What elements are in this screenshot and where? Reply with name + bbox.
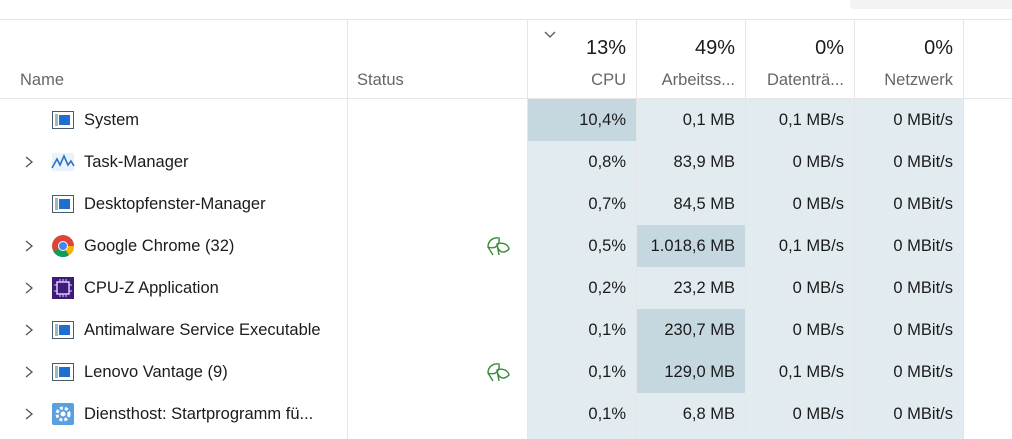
cell-value: 230,7 MB <box>664 321 735 339</box>
cell-value: 0 MB/s <box>792 279 844 297</box>
expand-arrow[interactable] <box>22 406 36 422</box>
cell-value: 0,1 MB/s <box>778 363 844 381</box>
efficiency-icon <box>485 235 511 257</box>
expand-arrow[interactable] <box>22 280 36 296</box>
cell-value: 129,0 MB <box>664 363 735 381</box>
top-border <box>0 19 1012 20</box>
cell-value: 0 MBit/s <box>893 195 953 213</box>
column-separator <box>636 20 637 439</box>
expand-arrow[interactable] <box>22 322 36 338</box>
cell-value: 23,2 MB <box>673 279 735 297</box>
expand-arrow[interactable] <box>22 364 36 380</box>
cell-value: 0,5% <box>588 237 626 255</box>
cell-value: 0,7% <box>588 195 626 213</box>
cell-value: 0 MBit/s <box>893 321 953 339</box>
column-separator <box>347 20 348 439</box>
column-separator <box>527 20 528 439</box>
cell-value: 10,4% <box>579 111 626 129</box>
column-percent[interactable]: 13% <box>585 37 626 59</box>
cell-value: 0,8% <box>588 153 626 171</box>
cell-value: 0,1% <box>588 363 626 381</box>
cell-value: 0 MBit/s <box>893 363 953 381</box>
process-icon <box>51 318 75 342</box>
column-background <box>528 99 636 439</box>
column-percent[interactable]: 0% <box>924 37 953 59</box>
highlight-cell <box>637 351 745 393</box>
cell-value: 0 MB/s <box>792 321 844 339</box>
cell-value: 0 MB/s <box>792 153 844 171</box>
process-name[interactable]: Task-Manager <box>84 153 189 171</box>
column-percent[interactable]: 0% <box>815 37 844 59</box>
process-name[interactable]: Lenovo Vantage (9) <box>84 363 228 381</box>
column-percent[interactable]: 49% <box>694 37 735 59</box>
highlight-cell <box>637 225 745 267</box>
process-name[interactable]: CPU-Z Application <box>84 279 219 297</box>
process-icon <box>51 402 75 426</box>
expand-arrow[interactable] <box>22 238 36 254</box>
cell-value: 0 MBit/s <box>893 111 953 129</box>
name-header[interactable]: Name <box>20 71 65 89</box>
process-name[interactable]: Google Chrome (32) <box>84 237 235 255</box>
process-icon <box>51 150 75 174</box>
cell-value: 1.018,6 MB <box>650 237 735 255</box>
cell-value: 0,1% <box>588 405 626 423</box>
column-label[interactable]: Datenträ... <box>766 71 844 89</box>
efficiency-icon <box>485 361 511 383</box>
cell-value: 0 MBit/s <box>893 153 953 171</box>
cell-value: 0,1% <box>588 321 626 339</box>
cell-value: 0 MBit/s <box>893 405 953 423</box>
process-icon <box>51 234 75 258</box>
process-name[interactable]: Desktopfenster-Manager <box>84 195 266 213</box>
highlight-cell <box>528 99 636 141</box>
search-box[interactable] <box>850 0 1012 9</box>
column-background <box>746 99 854 439</box>
cell-value: 0,2% <box>588 279 626 297</box>
header-border <box>0 98 1012 99</box>
cell-value: 6,8 MB <box>682 405 735 423</box>
column-background <box>855 99 963 439</box>
expand-arrow[interactable] <box>22 154 36 170</box>
cell-value: 0,1 MB/s <box>778 237 844 255</box>
process-name[interactable]: Diensthost: Startprogramm fü... <box>84 405 314 423</box>
process-icon <box>51 192 75 216</box>
cell-value: 0 MBit/s <box>893 237 953 255</box>
cell-value: 0 MB/s <box>792 195 844 213</box>
cell-value: 0,1 MB/s <box>778 111 844 129</box>
cell-value: 84,5 MB <box>673 195 735 213</box>
cell-value: 0 MB/s <box>792 405 844 423</box>
column-label[interactable]: Netzwerk <box>884 71 953 89</box>
column-separator <box>745 20 746 439</box>
column-separator <box>854 20 855 439</box>
sort-indicator <box>544 31 556 38</box>
column-separator <box>963 20 964 439</box>
process-name[interactable]: Antimalware Service Executable <box>84 321 321 339</box>
highlight-cell <box>637 309 745 351</box>
cell-value: 0 MBit/s <box>893 279 953 297</box>
column-label[interactable]: CPU <box>591 71 626 89</box>
process-icon <box>51 108 75 132</box>
process-name[interactable]: System <box>84 111 140 129</box>
status-header[interactable]: Status <box>357 71 404 89</box>
process-icon <box>51 276 75 300</box>
cell-value: 0,1 MB <box>682 111 735 129</box>
process-icon <box>51 360 75 384</box>
column-label[interactable]: Arbeitss... <box>661 71 735 89</box>
cell-value: 83,9 MB <box>673 153 735 171</box>
